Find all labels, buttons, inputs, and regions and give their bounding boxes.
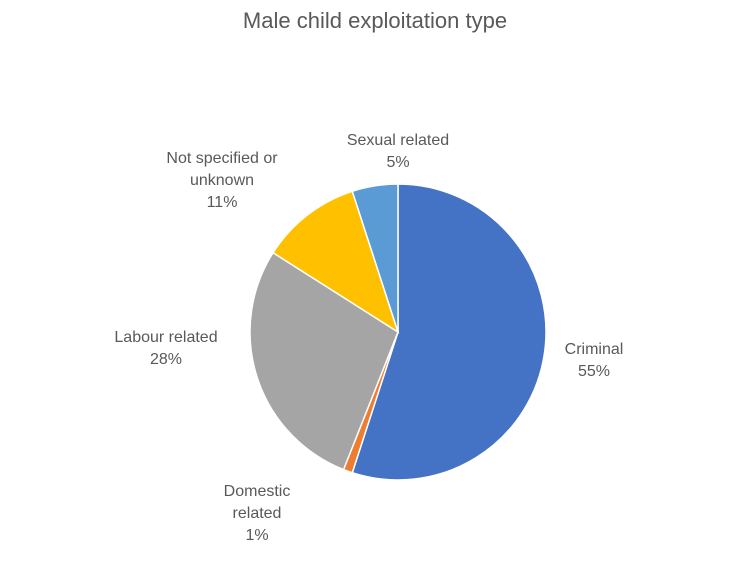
data-label-labour-related: Labour related 28% [114,329,217,368]
pie-slice-criminal [351,183,547,481]
pie-slice-labour-related [249,251,399,471]
data-label-criminal: Criminal 55% [565,341,624,380]
data-label-domestic-related: Domestic related 1% [224,483,291,544]
pie-labels: Criminal 55% Domestic related 1% Labour relat… [114,132,623,544]
data-label-not-specified-or-unknown: Not specified or unknown 11% [166,150,278,211]
chart-title: Male child exploitation type [242,8,508,33]
pie-slices [249,183,547,481]
pie-slice-not-specified-or-unknown [272,190,400,334]
pie-slice-sexual-related [351,183,399,333]
data-label-sexual-related: Sexual related 5% [347,132,449,171]
